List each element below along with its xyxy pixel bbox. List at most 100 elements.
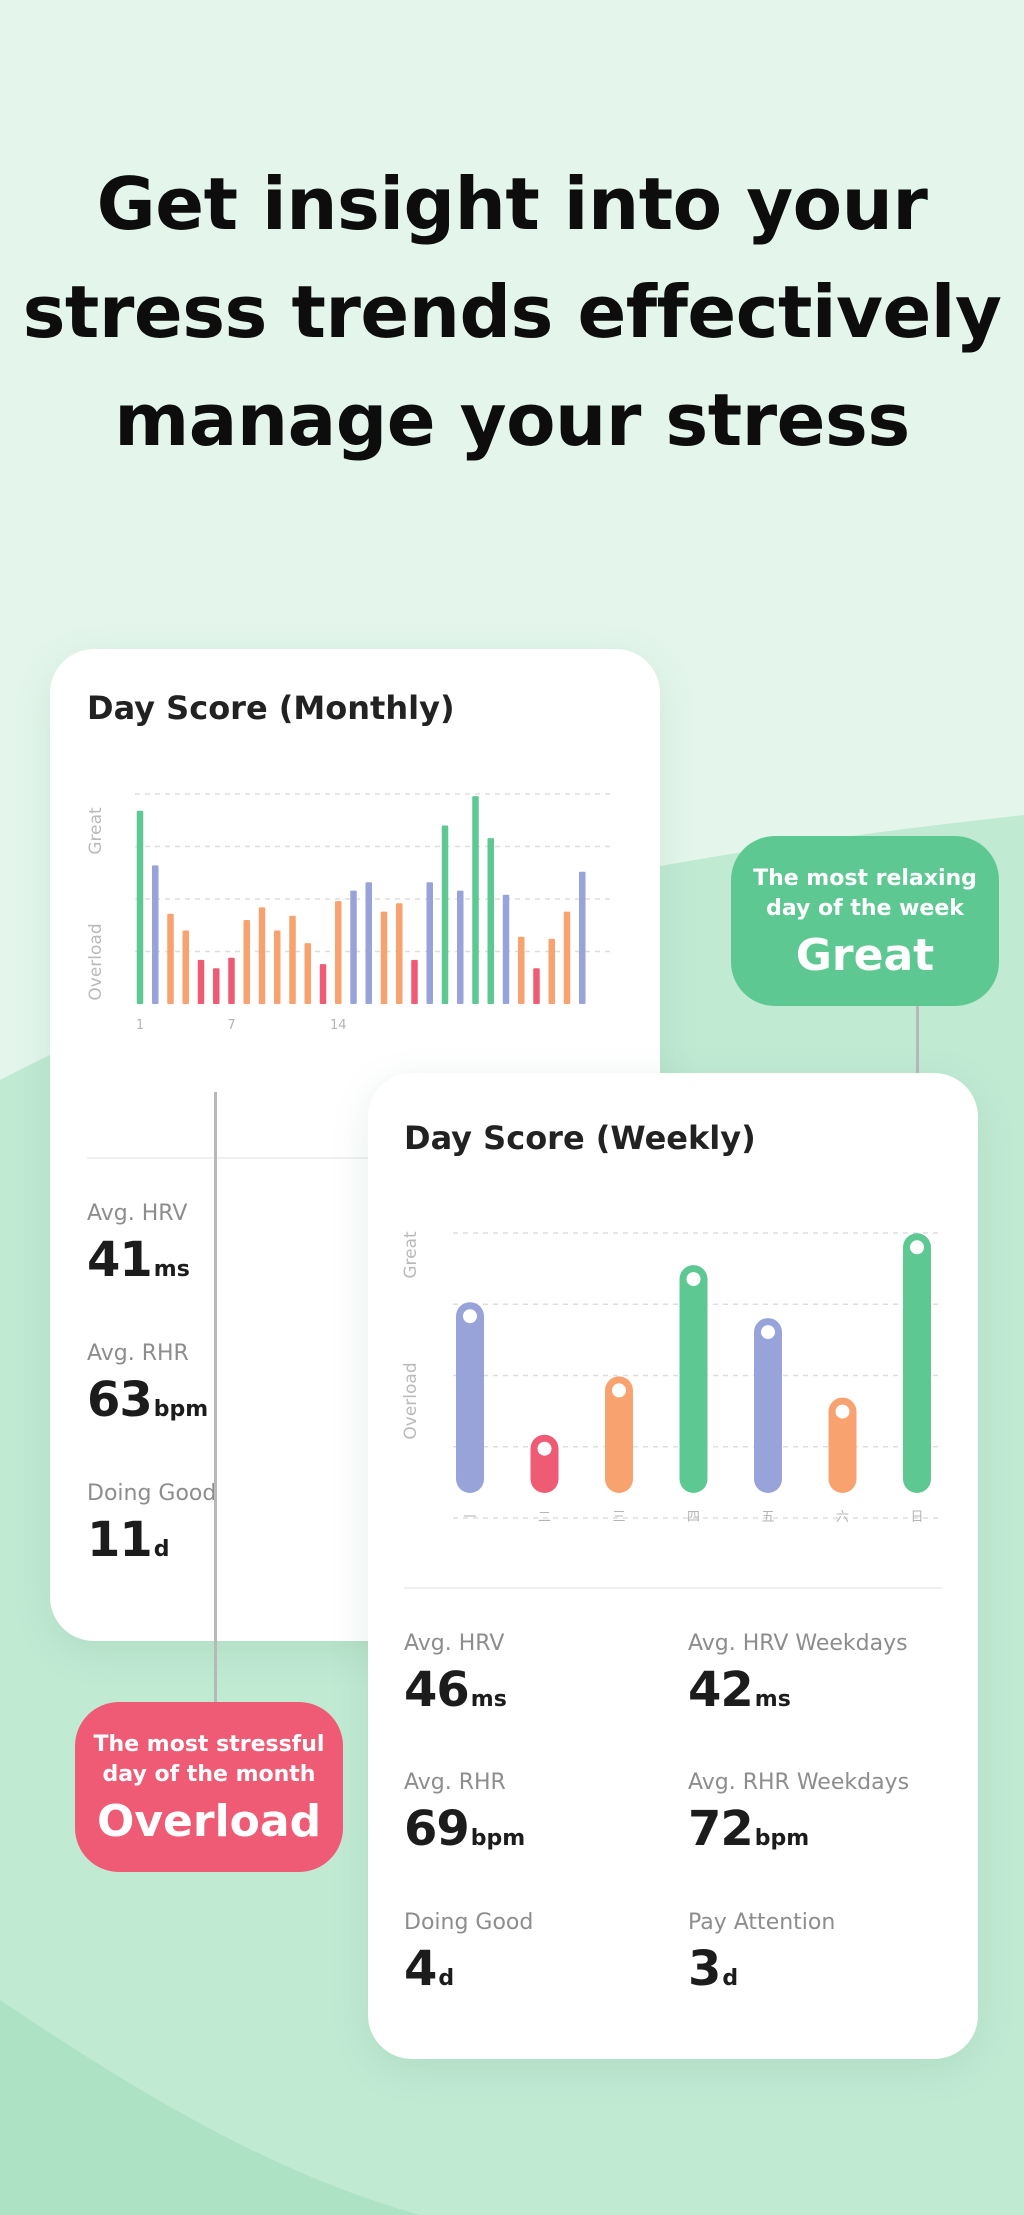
weekly-axis-overload-label: Overload: [401, 1362, 421, 1439]
monthly-divider: [87, 1157, 623, 1159]
stat-label: Doing Good: [404, 1910, 534, 1935]
weekly-stat-rhr: Avg. RHR 69bpm: [404, 1770, 525, 1857]
monthly-x-tick: 1: [136, 1018, 144, 1033]
weekly-bar-marker: [686, 1272, 701, 1287]
stat-label: Avg. HRV: [87, 1201, 188, 1226]
monthly-bar: [457, 890, 464, 1004]
monthly-stat-hrv: Avg. HRV 41ms: [87, 1201, 190, 1288]
monthly-bar: [243, 920, 250, 1004]
monthly-bar: [548, 938, 555, 1004]
headline: Get insight into your stress trends effe…: [0, 150, 1024, 474]
callout-subtitle: The most stressful day of the month: [93, 1732, 325, 1787]
weekly-stat-pay-attention: Pay Attention 3d: [688, 1910, 835, 1997]
weekly-bar-marker: [612, 1383, 626, 1398]
monthly-stat-rhr: Avg. RHR 63bpm: [87, 1341, 208, 1428]
monthly-bar: [304, 943, 311, 1004]
monthly-bar: [533, 968, 540, 1004]
monthly-bar: [274, 930, 281, 1004]
monthly-bar: [472, 796, 479, 1004]
weekly-score-card: Day Score (Weekly) Great Overload 一 二 三 四 五 六…: [368, 1073, 978, 2059]
monthly-bar: [289, 915, 296, 1004]
monthly-bar: [319, 964, 327, 1004]
monthly-bar: [365, 882, 372, 1004]
weekly-bar-marker: [537, 1441, 552, 1456]
monthly-bar: [411, 959, 418, 1004]
weekly-bar: [679, 1265, 708, 1493]
monthly-bar: [350, 890, 357, 1004]
monthly-bar-chart: Great Overload 1 7 14: [86, 793, 612, 1033]
stat-label: Pay Attention: [688, 1910, 836, 1935]
weekly-stat-doing-good: Doing Good 4d: [404, 1910, 533, 1997]
stat-value: 46ms: [404, 1662, 507, 1718]
monthly-bar: [213, 968, 220, 1004]
weekly-bar-marker: [761, 1325, 775, 1340]
weekly-x-tick: 日: [910, 1510, 923, 1523]
monthly-bar: [579, 871, 586, 1004]
stat-label: Avg. HRV Weekdays: [688, 1631, 908, 1656]
weekly-stat-hrv-weekdays: Avg. HRV Weekdays 42ms: [688, 1631, 908, 1718]
monthly-bar: [258, 907, 266, 1004]
weekly-x-tick: 二: [538, 1510, 551, 1523]
weekly-stat-hrv: Avg. HRV 46ms: [404, 1631, 507, 1718]
weekly-x-tick: 一: [463, 1510, 476, 1523]
monthly-bar: [487, 838, 494, 1004]
stat-value: 69bpm: [404, 1801, 526, 1857]
callout-value: Overload: [96, 1796, 322, 1847]
weekly-bar: [456, 1302, 484, 1493]
monthly-bar: [426, 882, 433, 1004]
monthly-axis-great-label: Great: [86, 807, 106, 855]
monthly-bar: [228, 957, 235, 1004]
stat-value: 63bpm: [87, 1372, 209, 1428]
monthly-bar: [167, 913, 174, 1004]
weekly-x-tick: 六: [836, 1510, 849, 1523]
monthly-bar: [563, 911, 571, 1004]
stat-value: 41ms: [87, 1232, 190, 1288]
callout-value: Great: [795, 930, 935, 981]
monthly-bar: [396, 903, 403, 1004]
stat-label: Avg. RHR: [404, 1770, 506, 1795]
callout-subtitle: The most relaxing day of the week: [753, 866, 977, 921]
monthly-x-tick: 14: [330, 1018, 347, 1033]
weekly-x-tick: 五: [761, 1510, 774, 1523]
monthly-card-title: Day Score (Monthly): [87, 689, 455, 727]
monthly-bar: [502, 894, 510, 1004]
weekly-bar: [530, 1434, 559, 1493]
weekly-bar-marker: [463, 1309, 477, 1324]
stat-label: Avg. RHR Weekdays: [688, 1770, 910, 1795]
stat-label: Avg. HRV: [404, 1631, 505, 1656]
weekly-x-tick: 三: [612, 1510, 625, 1523]
monthly-bar: [182, 930, 189, 1004]
stat-label: Avg. RHR: [87, 1341, 189, 1366]
stat-value: 72bpm: [688, 1801, 810, 1857]
weekly-bar-marker: [910, 1240, 924, 1255]
stat-value: 42ms: [688, 1662, 791, 1718]
monthly-stat-doing-good: Doing Good 11d: [87, 1481, 216, 1568]
most-stressful-callout: The most stressful day of the month Over…: [75, 1702, 343, 1872]
monthly-bar: [441, 825, 449, 1004]
stat-value: 3d: [688, 1941, 739, 1997]
monthly-bar: [518, 936, 525, 1004]
monthly-bar: [335, 901, 342, 1004]
most-relaxing-callout: The most relaxing day of the week Great: [731, 836, 999, 1006]
stat-label: Doing Good: [87, 1481, 217, 1506]
monthly-bar: [380, 911, 388, 1004]
weekly-bar: [754, 1318, 782, 1493]
stressful-connector-line: [214, 1092, 217, 1704]
stat-value: 11d: [87, 1512, 170, 1568]
monthly-bar: [136, 810, 144, 1004]
weekly-bar: [903, 1233, 931, 1493]
headline-line-1: Get insight into your: [96, 162, 928, 246]
headline-line-2: stress trends effectively: [22, 270, 1002, 354]
weekly-axis-great-label: Great: [401, 1231, 421, 1279]
weekly-card-title: Day Score (Weekly): [404, 1119, 756, 1157]
monthly-bar: [152, 865, 159, 1004]
stat-value: 4d: [404, 1941, 455, 1997]
monthly-axis-overload-label: Overload: [86, 923, 106, 1000]
weekly-bar: [605, 1376, 633, 1493]
weekly-bar-chart: Great Overload 一 二 三 四 五 六 日: [401, 1231, 940, 1523]
headline-line-3: manage your stress: [114, 378, 910, 462]
weekly-x-tick: 四: [687, 1510, 700, 1523]
weekly-divider: [404, 1587, 942, 1589]
weekly-bar: [828, 1397, 857, 1493]
weekly-stat-rhr-weekdays: Avg. RHR Weekdays 72bpm: [688, 1770, 909, 1857]
